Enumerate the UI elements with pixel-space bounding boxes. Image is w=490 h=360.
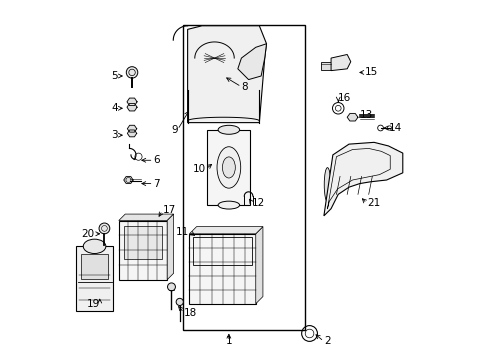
Polygon shape xyxy=(256,226,263,304)
Polygon shape xyxy=(347,113,358,121)
Bar xyxy=(183,25,305,330)
Text: 6: 6 xyxy=(153,155,160,165)
Bar xyxy=(193,237,252,265)
Text: 7: 7 xyxy=(153,179,160,189)
Bar xyxy=(81,254,108,279)
Text: 16: 16 xyxy=(338,93,351,103)
Polygon shape xyxy=(119,214,173,221)
Circle shape xyxy=(176,298,183,306)
Text: 14: 14 xyxy=(389,123,402,133)
Polygon shape xyxy=(190,226,263,234)
Polygon shape xyxy=(188,26,267,123)
Bar xyxy=(76,246,113,311)
Ellipse shape xyxy=(324,168,331,202)
Circle shape xyxy=(99,223,110,234)
Text: 1: 1 xyxy=(225,336,232,346)
Text: 21: 21 xyxy=(367,198,380,208)
Polygon shape xyxy=(167,214,173,280)
Text: 18: 18 xyxy=(184,308,197,318)
Bar xyxy=(207,130,250,205)
Ellipse shape xyxy=(246,45,262,64)
Bar xyxy=(190,234,256,304)
Text: 3: 3 xyxy=(111,130,118,140)
Bar xyxy=(124,226,162,259)
Ellipse shape xyxy=(222,157,235,178)
Text: 2: 2 xyxy=(324,336,331,346)
Ellipse shape xyxy=(204,49,225,67)
Polygon shape xyxy=(331,54,351,71)
Ellipse shape xyxy=(218,201,240,209)
Text: 4: 4 xyxy=(111,103,118,113)
Text: 15: 15 xyxy=(365,67,378,77)
Text: 11: 11 xyxy=(176,227,190,237)
Text: 8: 8 xyxy=(242,82,248,92)
Bar xyxy=(119,221,167,280)
Polygon shape xyxy=(127,103,137,111)
Polygon shape xyxy=(127,130,137,137)
Text: 19: 19 xyxy=(87,299,100,309)
Text: 20: 20 xyxy=(81,229,95,239)
Ellipse shape xyxy=(390,150,400,170)
Text: 10: 10 xyxy=(193,164,205,174)
Text: 17: 17 xyxy=(163,206,176,216)
Bar xyxy=(321,62,331,69)
Polygon shape xyxy=(238,44,267,80)
Text: 9: 9 xyxy=(171,125,177,135)
Circle shape xyxy=(168,283,175,291)
Text: 13: 13 xyxy=(360,111,373,121)
Circle shape xyxy=(126,67,138,78)
Ellipse shape xyxy=(198,45,231,72)
Ellipse shape xyxy=(217,147,241,188)
Ellipse shape xyxy=(83,239,106,253)
Polygon shape xyxy=(127,98,137,105)
Polygon shape xyxy=(324,142,403,216)
Ellipse shape xyxy=(218,125,240,134)
Text: 12: 12 xyxy=(252,198,266,208)
Text: 5: 5 xyxy=(111,71,118,81)
Polygon shape xyxy=(124,177,133,183)
Polygon shape xyxy=(127,125,137,132)
